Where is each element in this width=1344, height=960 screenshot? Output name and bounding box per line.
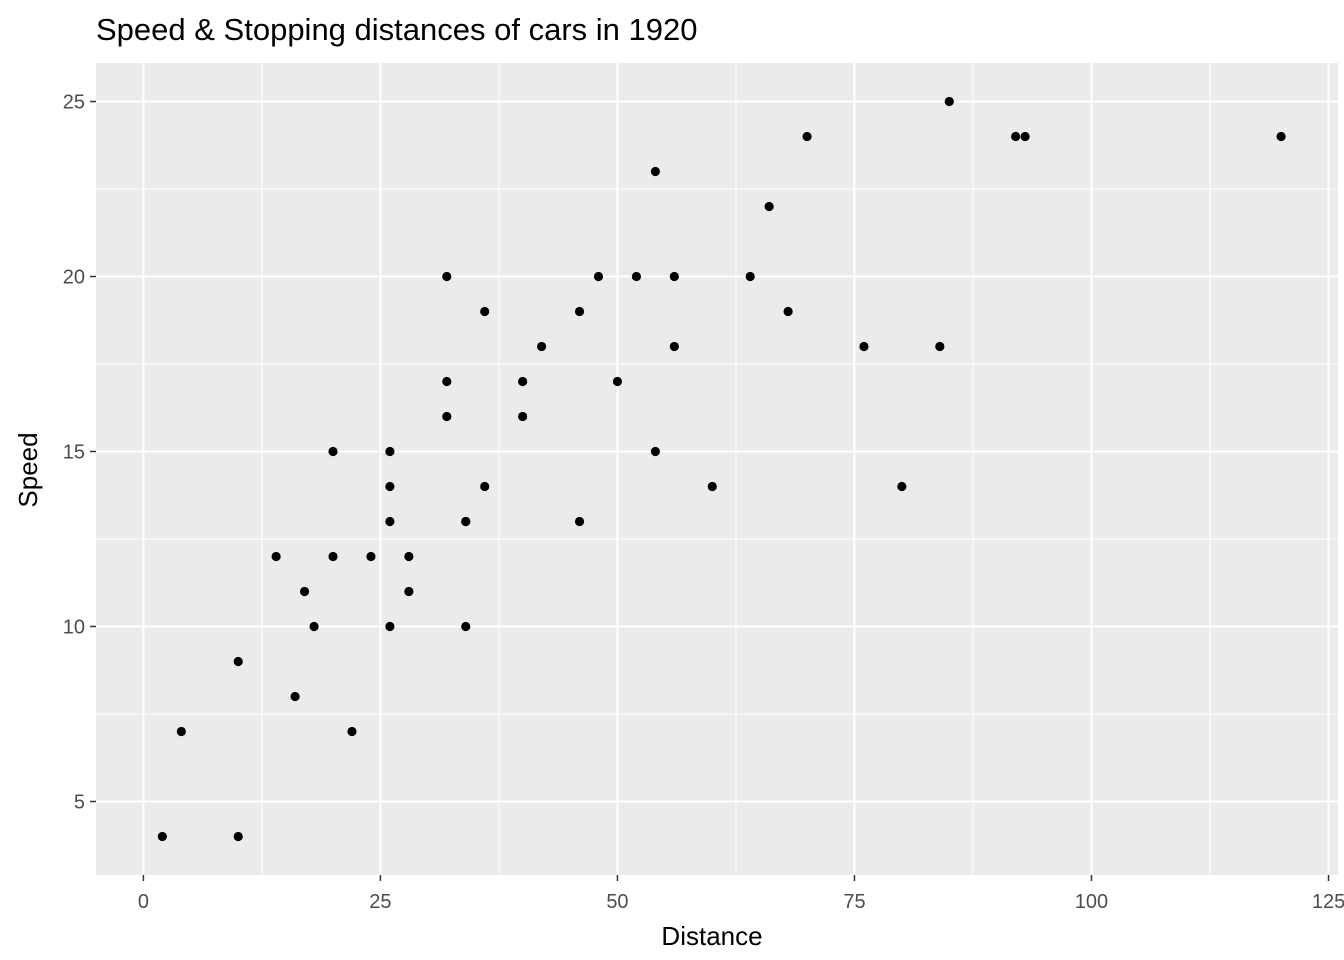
- data-point: [461, 516, 471, 527]
- y-tick-label: 20: [63, 267, 85, 289]
- data-point: [518, 376, 528, 387]
- x-axis-title: Distance: [661, 921, 762, 951]
- data-point: [385, 481, 395, 492]
- data-point: [897, 481, 907, 492]
- data-point: [233, 656, 243, 667]
- data-point: [290, 691, 300, 702]
- data-point: [233, 831, 243, 842]
- y-tick-label: 5: [74, 792, 85, 814]
- data-point: [442, 271, 452, 282]
- data-point: [347, 726, 357, 737]
- x-tick-label: 100: [1075, 891, 1108, 913]
- data-point: [442, 376, 452, 387]
- chart-title: Speed & Stopping distances of cars in 19…: [96, 12, 697, 47]
- x-tick-label: 0: [138, 891, 149, 913]
- data-point: [309, 621, 319, 632]
- data-point: [574, 516, 585, 527]
- data-point: [176, 726, 186, 737]
- data-points: [157, 96, 1286, 842]
- y-tick-label: 25: [63, 92, 85, 114]
- y-tick-label: 15: [63, 442, 85, 464]
- data-point: [271, 551, 281, 562]
- x-tick-label: 125: [1312, 891, 1344, 913]
- data-point: [669, 341, 679, 352]
- data-point: [299, 586, 310, 597]
- data-point: [328, 446, 338, 457]
- data-point: [650, 446, 660, 457]
- data-point: [385, 621, 395, 632]
- y-tick-label: 10: [63, 617, 85, 639]
- data-point: [650, 166, 660, 177]
- data-point: [1011, 131, 1021, 142]
- data-point: [385, 446, 395, 457]
- data-point: [802, 131, 812, 142]
- data-point: [1276, 131, 1286, 142]
- data-point: [593, 271, 604, 282]
- x-axis: 0 25 50 75 100 125: [138, 875, 1344, 913]
- data-point: [480, 481, 490, 492]
- data-point: [612, 376, 623, 387]
- major-gridlines: [96, 63, 1338, 875]
- data-point: [631, 271, 642, 282]
- data-point: [574, 306, 585, 317]
- data-point: [1020, 131, 1030, 142]
- y-axis-title: Speed: [13, 432, 43, 507]
- data-point: [404, 586, 414, 597]
- data-point: [404, 551, 414, 562]
- y-axis: 5 10 15 20 25: [63, 92, 96, 814]
- plot-panel: [96, 63, 1338, 875]
- data-point: [518, 411, 528, 422]
- data-point: [537, 341, 547, 352]
- data-point: [385, 516, 395, 527]
- data-point: [461, 621, 471, 632]
- x-tick-label: 50: [606, 891, 628, 913]
- data-point: [859, 341, 869, 352]
- data-point: [328, 551, 338, 562]
- data-point: [935, 341, 945, 352]
- data-point: [480, 306, 490, 317]
- data-point: [157, 831, 167, 842]
- data-point: [442, 411, 452, 422]
- data-point: [944, 96, 954, 107]
- x-tick-label: 75: [843, 891, 865, 913]
- data-point: [366, 551, 376, 562]
- data-point: [745, 271, 755, 282]
- data-point: [783, 306, 793, 317]
- data-point: [669, 271, 679, 282]
- x-tick-label: 25: [369, 891, 391, 913]
- data-point: [764, 201, 774, 212]
- minor-gridlines: [96, 63, 1338, 875]
- data-point: [707, 481, 717, 492]
